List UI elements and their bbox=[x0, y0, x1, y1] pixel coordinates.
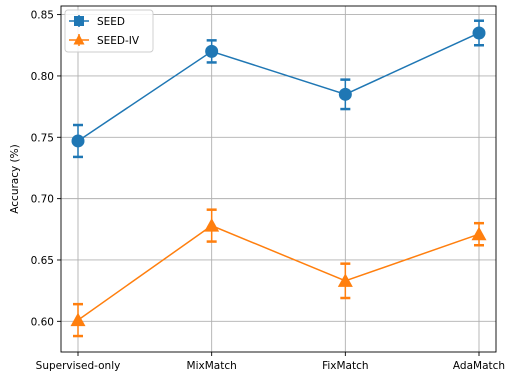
data-point bbox=[338, 87, 352, 101]
y-tick-label: 0.80 bbox=[31, 71, 54, 83]
series-seed bbox=[71, 19, 486, 159]
y-tick-label: 0.75 bbox=[31, 132, 54, 144]
legend-label: SEED-IV bbox=[97, 35, 140, 47]
data-point bbox=[205, 44, 219, 58]
data-point bbox=[70, 312, 86, 327]
data-point bbox=[71, 134, 85, 148]
plot-frame bbox=[60, 5, 497, 353]
legend-marker bbox=[73, 34, 85, 45]
data-point bbox=[204, 218, 220, 232]
y-tick-label: 0.70 bbox=[31, 194, 54, 206]
legend-marker bbox=[74, 16, 84, 26]
x-tick-label: AdaMatch bbox=[453, 360, 505, 372]
axis-ticks: Supervised-only MixMatch FixMatch AdaMatch 0… bbox=[31, 10, 505, 372]
y-tick-label: 0.85 bbox=[31, 10, 54, 22]
data-point bbox=[472, 26, 486, 40]
legend-label: SEED bbox=[97, 16, 125, 28]
x-tick-label: Supervised-only bbox=[36, 360, 121, 372]
series-line bbox=[77, 224, 480, 321]
data-point bbox=[337, 273, 353, 287]
data-point bbox=[471, 226, 487, 241]
legend: SEED SEED-IV bbox=[64, 9, 154, 53]
x-tick-label: MixMatch bbox=[187, 360, 237, 372]
series-layer bbox=[70, 19, 487, 338]
x-tick-label: FixMatch bbox=[322, 360, 368, 372]
y-tick-label: 0.60 bbox=[31, 316, 54, 328]
y-tick-label: 0.65 bbox=[31, 255, 54, 267]
y-axis-label: Accuracy (%) bbox=[9, 144, 21, 213]
series-seed-iv bbox=[70, 208, 487, 338]
grid bbox=[61, 6, 496, 352]
series-line bbox=[77, 32, 480, 142]
